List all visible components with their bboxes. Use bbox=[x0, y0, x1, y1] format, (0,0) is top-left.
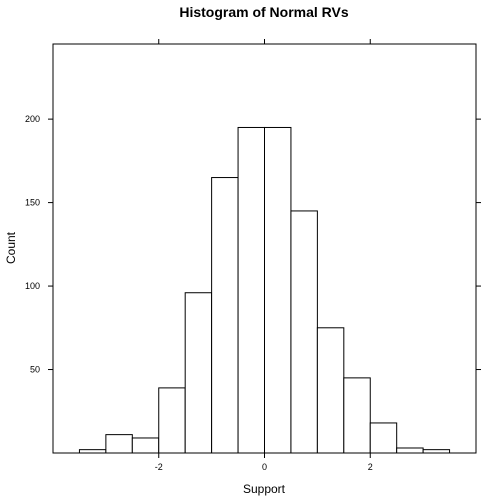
y-axis-label: Count bbox=[4, 231, 18, 264]
bars-group bbox=[78, 126, 451, 454]
histogram-bar-8 bbox=[290, 210, 318, 454]
histogram-bar-5 bbox=[211, 177, 239, 454]
histogram-bar-9 bbox=[316, 327, 345, 454]
y-tick-label-3: 200 bbox=[25, 114, 40, 124]
y-tick-label-0: 50 bbox=[30, 365, 40, 375]
x-tick-label-0: -2 bbox=[155, 462, 163, 472]
x-tick-label-2: 2 bbox=[368, 462, 373, 472]
ticks-group: -2 0 2 50 100 150 200 bbox=[25, 39, 481, 472]
histogram-bar-2 bbox=[131, 437, 160, 454]
plot-frame bbox=[52, 43, 477, 454]
histogram-bar-4 bbox=[184, 292, 213, 454]
histogram-bar-1 bbox=[105, 434, 133, 454]
x-axis-label: Support bbox=[243, 482, 286, 496]
histogram-bar-0 bbox=[78, 449, 107, 454]
histogram-bar-7 bbox=[264, 126, 292, 454]
chart-title: Histogram of Normal RVs bbox=[179, 4, 349, 20]
histogram-bar-13 bbox=[422, 449, 451, 454]
x-tick-label-1: 0 bbox=[262, 462, 267, 472]
y-tick-label-1: 100 bbox=[25, 281, 40, 291]
histogram-bar-12 bbox=[396, 447, 424, 454]
histogram-bar-6 bbox=[237, 126, 265, 454]
y-tick-label-2: 150 bbox=[25, 198, 40, 208]
histogram-bar-3 bbox=[158, 387, 186, 454]
histogram-bar-10 bbox=[343, 377, 371, 454]
histogram-bar-11 bbox=[369, 422, 398, 454]
